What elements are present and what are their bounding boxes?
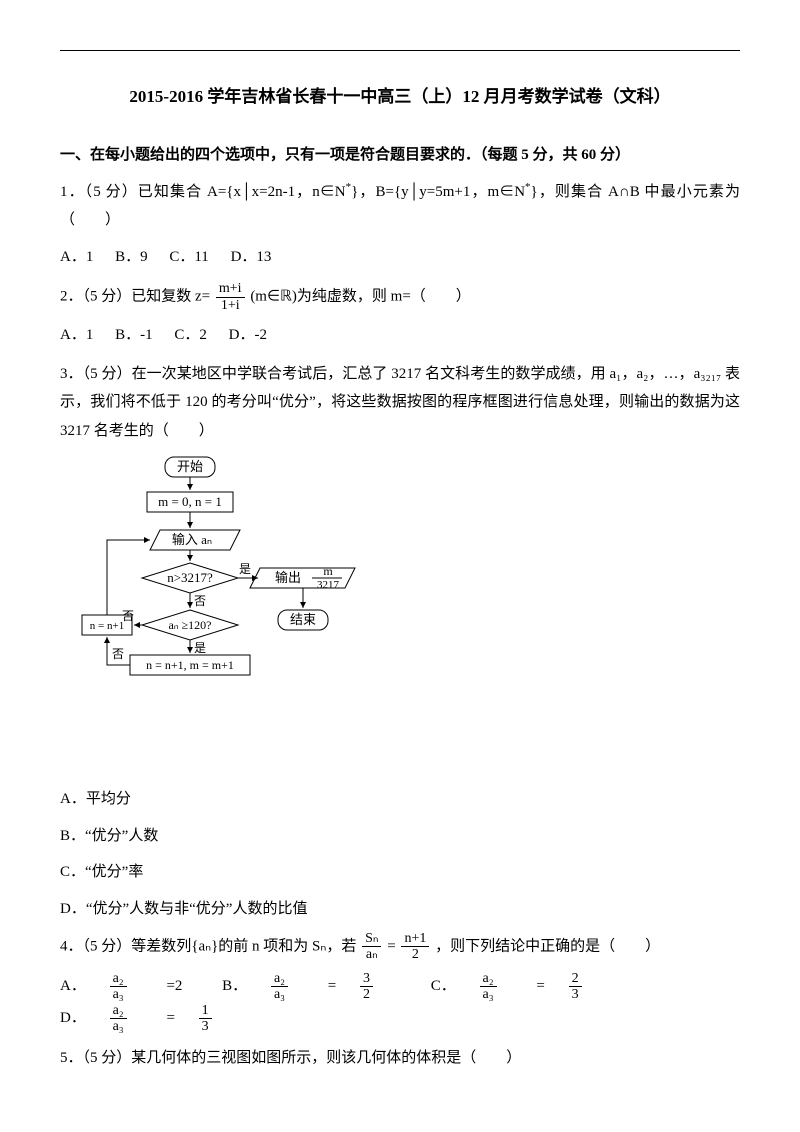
q4-b-rn: 3 xyxy=(360,971,373,987)
q4-f2n: n+1 xyxy=(401,931,429,947)
q2-opt-c: C．2 xyxy=(174,321,207,350)
flow-init: m = 0, n = 1 xyxy=(158,494,222,509)
section-heading: 一、在每小题给出的四个选项中，只有一项是符合题目要求的．（每题 5 分，共 60… xyxy=(60,141,740,170)
q4-options: A． a₂a₃ =2 B． a₂a₃ = 32 C． a₂a₃ = 23 D． … xyxy=(60,971,740,1035)
q4-f1d: aₙ xyxy=(362,947,381,962)
q1-options: A．1 B．9 C．11 D．13 xyxy=(60,243,740,272)
flow-start: 开始 xyxy=(177,459,203,474)
q4-c-n: a₂ xyxy=(480,971,497,987)
q4-c-mid: = xyxy=(536,972,544,1001)
flow-step-both: n = n+1, m = m+1 xyxy=(146,658,234,672)
q4-b-frac2: 32 xyxy=(360,971,391,1003)
question-1: 1．（5 分）已知集合 A={x│x=2n-1，n∈N*}，B={y│y=5m+… xyxy=(60,178,740,235)
flow-out-num: m xyxy=(323,564,333,578)
flow-no-1: 否 xyxy=(194,594,206,608)
q2-lead: 2．（5 分）已知复数 z= xyxy=(60,289,210,305)
q4-c-lead: C． xyxy=(431,972,456,1001)
top-rule xyxy=(60,50,740,51)
q4-a-n: a₂ xyxy=(110,971,127,987)
flowchart-svg: 开始 m = 0, n = 1 输入 aₙ n>3217? 是 否 输出 m 3… xyxy=(80,455,380,775)
flow-cond2: aₙ ≥120? xyxy=(168,618,211,632)
q1-text-a: 1．（5 分）已知集合 A={x│x=2n-1，n∈N xyxy=(60,184,346,200)
q2-den: 1+i xyxy=(216,298,245,313)
q1-opt-b: B．9 xyxy=(115,243,148,272)
q1-opt-a: A．1 xyxy=(60,243,93,272)
q4-a-tail: =2 xyxy=(166,972,182,1001)
q4-d-n: a₂ xyxy=(110,1003,127,1019)
q4-b-n: a₂ xyxy=(271,971,288,987)
exam-title: 2015-2016 学年吉林省长春十一中高三（上）12 月月考数学试卷（文科） xyxy=(60,81,740,113)
question-4: 4．（5 分）等差数列{aₙ}的前 n 项和为 Sₙ，若 Sₙ aₙ = n+1… xyxy=(60,931,740,963)
q4-opt-a: A． a₂a₃ =2 xyxy=(60,971,200,1003)
question-5: 5．（5 分）某几何体的三视图如图所示，则该几何体的体积是（ ） xyxy=(60,1044,740,1073)
q4-b-rd: 2 xyxy=(360,987,373,1002)
q2-opt-b: B．-1 xyxy=(115,321,153,350)
q4-c-frac: a₂a₃ xyxy=(480,971,515,1003)
flow-no-3: 否 xyxy=(112,647,124,661)
question-2: 2．（5 分）已知复数 z= m+i 1+i (m∈ℝ)为纯虚数，则 m=（ ） xyxy=(60,281,740,313)
q4-c-rn: 2 xyxy=(569,971,582,987)
q2-options: A．1 B．-1 C．2 D．-2 xyxy=(60,321,740,350)
q2-num: m+i xyxy=(216,281,245,297)
q4-a-d: a₃ xyxy=(110,987,127,1002)
q4-lead: 4．（5 分）等差数列{aₙ}的前 n 项和为 Sₙ，若 xyxy=(60,938,356,954)
q2-tail: (m∈ℝ)为纯虚数，则 m=（ ） xyxy=(250,289,470,305)
q4-frac2: n+1 2 xyxy=(401,931,429,963)
q4-eq: = xyxy=(387,938,395,954)
q4-d-frac: a₂a₃ xyxy=(110,1003,145,1035)
q1-opt-d: D．13 xyxy=(231,243,272,272)
q4-b-lead: B． xyxy=(222,972,247,1001)
q4-d-lead: D． xyxy=(60,1004,86,1033)
flowchart: 开始 m = 0, n = 1 输入 aₙ n>3217? 是 否 输出 m 3… xyxy=(80,455,740,775)
q4-b-mid: = xyxy=(328,972,336,1001)
q2-fraction: m+i 1+i xyxy=(216,281,245,313)
q4-opt-d: D． a₂a₃ = 13 xyxy=(60,1003,248,1035)
q4-a-lead: A． xyxy=(60,972,86,1001)
flow-yes-1: 是 xyxy=(239,562,251,576)
q4-c-d: a₃ xyxy=(480,987,497,1002)
q4-c-rd: 3 xyxy=(569,987,582,1002)
flow-step-n: n = n+1 xyxy=(90,620,124,632)
flow-out-den: 3217 xyxy=(317,579,340,591)
q4-b-frac: a₂a₃ xyxy=(271,971,306,1003)
q4-a-frac: a₂a₃ xyxy=(110,971,145,1003)
q3-opt-b: B．“优分”人数 xyxy=(60,822,740,851)
q4-c-frac2: 23 xyxy=(569,971,600,1003)
q3-opt-d: D．“优分”人数与非“优分”人数的比值 xyxy=(60,895,740,924)
q2-opt-d: D．-2 xyxy=(229,321,267,350)
q1-opt-c: C．11 xyxy=(169,243,208,272)
q4-d-mid: = xyxy=(166,1004,174,1033)
q2-opt-a: A．1 xyxy=(60,321,93,350)
flow-end: 结束 xyxy=(290,612,316,627)
flow-cond1: n>3217? xyxy=(167,570,213,585)
flow-yes-2: 是 xyxy=(194,641,206,655)
flow-out-lead: 输出 xyxy=(275,570,301,585)
q3-opt-a: A．平均分 xyxy=(60,785,740,814)
flow-input: 输入 aₙ xyxy=(172,532,212,547)
q4-f1n: Sₙ xyxy=(362,931,381,947)
q4-tail: ，则下列结论中正确的是（ ） xyxy=(435,938,660,954)
q1-text-b: }，B={y│y=5m+1，m∈N xyxy=(351,184,525,200)
q4-frac1: Sₙ aₙ xyxy=(362,931,381,963)
q4-d-rn: 1 xyxy=(199,1003,212,1019)
q4-opt-c: C． a₂a₃ = 23 xyxy=(431,971,618,1003)
q4-opt-b: B． a₂a₃ = 32 xyxy=(222,971,409,1003)
q4-f2d: 2 xyxy=(401,947,429,962)
question-3: 3．（5 分）在一次某地区中学联合考试后，汇总了 3217 名文科考生的数学成绩… xyxy=(60,360,740,446)
q3-opt-c: C．“优分”率 xyxy=(60,858,740,887)
q4-b-d: a₃ xyxy=(271,987,288,1002)
q4-d-rd: 3 xyxy=(199,1019,212,1034)
q4-d-frac2: 13 xyxy=(199,1003,230,1035)
q4-d-d: a₃ xyxy=(110,1019,127,1034)
